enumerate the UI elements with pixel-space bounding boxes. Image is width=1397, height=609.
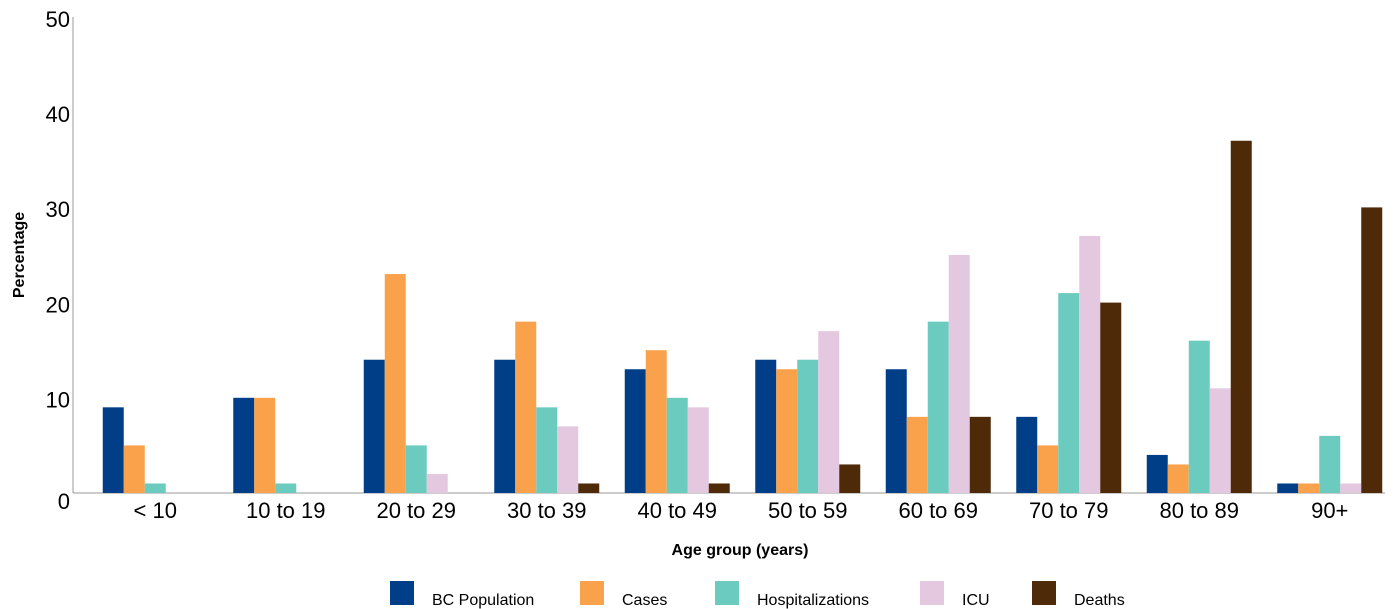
bar bbox=[645, 350, 667, 493]
bar bbox=[254, 397, 276, 493]
bar bbox=[927, 321, 949, 493]
legend-label: Hospitalizations bbox=[757, 592, 869, 609]
x-axis-title: Age group (years) bbox=[672, 542, 809, 559]
bar bbox=[515, 321, 537, 493]
bar bbox=[1188, 340, 1210, 493]
x-tick-label: 20 to 29 bbox=[376, 498, 456, 523]
legend-swatch bbox=[715, 581, 739, 605]
bar bbox=[426, 473, 448, 493]
legend-swatch bbox=[920, 581, 944, 605]
x-tick-label: 40 to 49 bbox=[637, 498, 717, 523]
y-tick-label: 0 bbox=[58, 489, 70, 514]
bar bbox=[1079, 235, 1101, 493]
bar bbox=[948, 255, 970, 493]
bar bbox=[885, 369, 907, 493]
y-tick-label: 50 bbox=[46, 7, 70, 32]
bar bbox=[102, 407, 124, 493]
bar bbox=[557, 426, 579, 493]
legend-label: Deaths bbox=[1074, 592, 1125, 609]
bar bbox=[1016, 416, 1038, 493]
bar bbox=[1037, 445, 1059, 493]
y-tick-label: 10 bbox=[46, 388, 70, 413]
x-tick-label: 30 to 39 bbox=[507, 498, 587, 523]
bar bbox=[123, 445, 145, 493]
bar bbox=[275, 483, 297, 493]
bar bbox=[666, 397, 688, 493]
legend-label: ICU bbox=[962, 592, 990, 609]
bar bbox=[624, 369, 646, 493]
bar bbox=[839, 464, 861, 493]
x-tick-label: 10 to 19 bbox=[246, 498, 326, 523]
bar bbox=[1100, 302, 1122, 493]
bar bbox=[797, 359, 819, 493]
x-tick-label: 60 to 69 bbox=[898, 498, 978, 523]
bar bbox=[536, 407, 558, 493]
legend-label: BC Population bbox=[432, 592, 534, 609]
bar bbox=[384, 274, 406, 493]
legend-label: Cases bbox=[622, 592, 667, 609]
bar bbox=[1167, 464, 1189, 493]
bar bbox=[1146, 454, 1168, 493]
y-tick-label: 40 bbox=[46, 102, 70, 127]
x-tick-label: 70 to 79 bbox=[1029, 498, 1109, 523]
x-tick-label: 50 to 59 bbox=[768, 498, 848, 523]
bar bbox=[578, 483, 600, 493]
legend-swatch bbox=[580, 581, 604, 605]
bar bbox=[687, 407, 709, 493]
bar bbox=[494, 359, 516, 493]
bar bbox=[1361, 207, 1383, 493]
bar bbox=[1058, 293, 1080, 493]
x-tick-label: < 10 bbox=[134, 498, 177, 523]
bar bbox=[755, 359, 777, 493]
bar bbox=[906, 416, 928, 493]
bar bbox=[708, 483, 730, 493]
x-tick-label: 80 to 89 bbox=[1159, 498, 1239, 523]
bar bbox=[1298, 483, 1320, 493]
legend-swatch bbox=[1032, 581, 1056, 605]
bar bbox=[818, 331, 840, 493]
bar bbox=[405, 445, 427, 493]
bar bbox=[776, 369, 798, 493]
legend-swatch bbox=[390, 581, 414, 605]
bar bbox=[1209, 388, 1231, 493]
bar bbox=[969, 416, 991, 493]
bar bbox=[1277, 483, 1299, 493]
bar bbox=[1230, 140, 1252, 493]
bar bbox=[1340, 483, 1362, 493]
bar bbox=[144, 483, 166, 493]
bar bbox=[1319, 435, 1341, 493]
y-tick-label: 20 bbox=[46, 292, 70, 317]
x-tick-label: 90+ bbox=[1311, 498, 1348, 523]
y-axis-title: Percentage bbox=[11, 212, 28, 298]
bar bbox=[233, 397, 255, 493]
bar bbox=[363, 359, 385, 493]
y-tick-label: 30 bbox=[46, 197, 70, 222]
